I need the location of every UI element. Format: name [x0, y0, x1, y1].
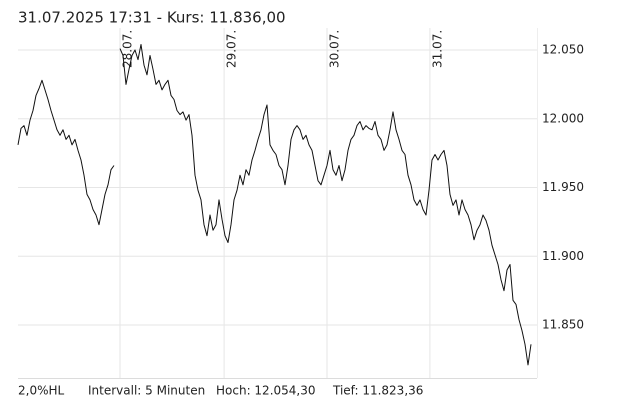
y-tick-label: 11.950: [542, 180, 584, 194]
footer-info: Hoch: 12.054,30: [216, 384, 316, 398]
x-tick-label: 28.07.: [121, 30, 135, 68]
footer-info: Intervall: 5 Minuten: [88, 384, 205, 398]
y-tick-label: 11.900: [542, 249, 584, 263]
y-tick-label: 11.850: [542, 318, 584, 332]
chart-title: 31.07.2025 17:31 - Kurs: 11.836,00: [18, 9, 286, 27]
footer-info: 2,0%HL: [18, 384, 65, 398]
y-tick-label: 12.050: [542, 43, 584, 57]
x-tick-label: 30.07.: [328, 30, 342, 68]
x-tick-label: 29.07.: [225, 30, 239, 68]
y-tick-label: 12.000: [542, 111, 584, 125]
footer-info: Tief: 11.823,36: [332, 384, 423, 398]
x-tick-label: 31.07.: [430, 30, 444, 68]
price-line: [17, 44, 532, 366]
